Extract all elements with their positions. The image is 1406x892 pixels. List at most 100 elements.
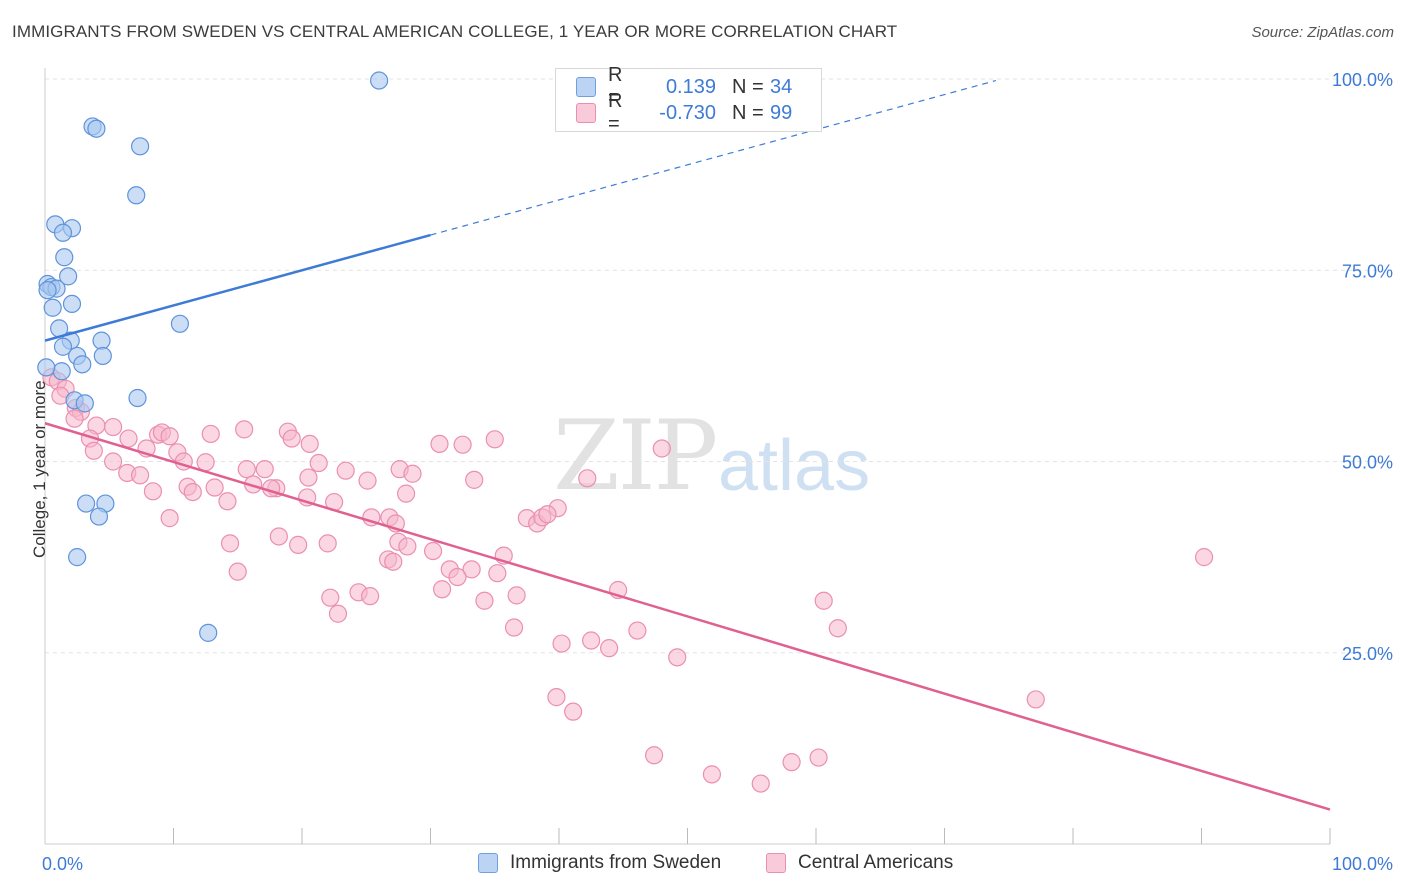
point-sweden: [77, 494, 96, 513]
bottom-legend-label: Central Americans: [798, 852, 954, 873]
point-sweden: [73, 355, 92, 374]
trend-line-sweden: [44, 233, 431, 342]
legend-n-value: 34: [770, 75, 793, 98]
point-central-americans: [751, 774, 770, 793]
legend-n-label: N =: [732, 75, 764, 98]
x-tick-label: 0.0%: [42, 854, 83, 874]
point-central-americans: [384, 552, 403, 571]
legend-r-value: 0.139: [665, 75, 716, 98]
point-central-americans: [237, 460, 256, 479]
legend-r-label: R =: [608, 64, 623, 109]
trend-line-central-americans: [44, 422, 1331, 811]
point-sweden: [170, 314, 190, 333]
point-central-americans: [668, 648, 687, 667]
point-central-americans: [328, 604, 348, 623]
point-central-americans: [465, 470, 484, 489]
point-central-americans: [309, 453, 328, 473]
point-central-americans: [1026, 690, 1045, 709]
point-central-americans: [628, 621, 647, 640]
point-central-americans: [84, 441, 103, 460]
point-central-americans: [504, 618, 524, 637]
point-central-americans: [104, 417, 123, 437]
bottom-legend-sweden: Immigrants from Sweden: [478, 852, 721, 874]
point-sweden: [130, 137, 150, 156]
point-central-americans: [361, 587, 380, 606]
point-sweden: [92, 331, 111, 350]
point-central-americans: [600, 639, 619, 658]
legend-n-value: 99: [770, 101, 793, 124]
point-central-americans: [809, 748, 828, 767]
point-central-americans: [652, 439, 671, 458]
legend-swatch-blue: [576, 77, 596, 97]
point-central-americans: [488, 564, 507, 583]
point-central-americans: [130, 466, 150, 485]
legend-row-central: R = -0.730 N = 99: [576, 90, 793, 135]
legend-row-sweden: R = 0.139 N = 34: [576, 64, 793, 109]
y-tick-label: 25.0%: [1342, 644, 1393, 664]
bottom-legend-label: Immigrants from Sweden: [510, 852, 722, 873]
legend-r-value: -0.730: [659, 101, 716, 124]
point-central-americans: [475, 591, 494, 610]
trend-line-sweden-extension: [430, 79, 997, 236]
point-sweden: [55, 248, 74, 267]
point-central-americans: [299, 468, 318, 487]
point-central-americans: [403, 464, 422, 483]
point-central-americans: [430, 434, 449, 454]
point-central-americans: [282, 429, 301, 448]
correlation-legend: R = 0.139 N = 34 R = -0.730 N = 99: [555, 64, 822, 135]
y-tick-label: 50.0%: [1342, 453, 1393, 473]
point-central-americans: [104, 452, 123, 471]
point-central-americans: [235, 420, 254, 439]
point-central-americans: [582, 631, 601, 650]
point-central-americans: [119, 429, 138, 448]
point-central-americans: [547, 688, 566, 707]
point-central-americans: [183, 483, 202, 502]
point-central-americans: [564, 702, 583, 721]
point-central-americans: [485, 430, 504, 449]
point-central-americans: [828, 619, 847, 638]
point-central-americans: [255, 460, 274, 479]
point-central-americans: [782, 753, 801, 772]
point-sweden: [68, 548, 87, 567]
point-central-americans: [552, 634, 571, 653]
bottom-swatch-pink: [766, 853, 786, 873]
point-sweden: [87, 119, 106, 138]
point-central-americans: [336, 461, 355, 480]
point-central-americans: [318, 534, 337, 553]
bottom-swatch-blue: [478, 853, 498, 873]
point-central-americans: [196, 453, 215, 472]
y-axis-label: College, 1 year or more: [30, 380, 49, 558]
point-sweden: [199, 623, 218, 642]
point-central-americans: [218, 492, 237, 511]
point-sweden: [52, 362, 71, 381]
watermark-zip: ZIP: [553, 400, 718, 512]
source-label: Source: ZipAtlas.com: [1251, 24, 1394, 41]
point-sweden: [370, 71, 389, 90]
point-central-americans: [462, 560, 481, 579]
point-central-americans: [321, 588, 340, 607]
legend-r-label: R =: [608, 90, 623, 135]
point-central-americans: [358, 471, 377, 490]
point-central-americans: [432, 580, 452, 599]
point-central-americans: [300, 434, 319, 454]
point-sweden: [62, 294, 82, 314]
point-central-americans: [507, 586, 526, 605]
point-central-americans: [814, 591, 833, 610]
y-tick-label: 100.0%: [1332, 70, 1393, 90]
point-central-americans: [65, 409, 84, 428]
point-central-americans: [398, 537, 417, 556]
bottom-legend-central: Central Americans: [766, 852, 953, 874]
point-central-americans: [205, 478, 224, 497]
point-sweden: [43, 298, 62, 317]
legend-n-label: N =: [732, 101, 764, 124]
legend-swatch-pink: [576, 103, 596, 123]
point-sweden: [38, 281, 57, 300]
point-sweden: [93, 346, 112, 366]
point-central-americans: [453, 435, 472, 454]
chart-title: IMMIGRANTS FROM SWEDEN VS CENTRAL AMERIC…: [12, 22, 898, 41]
point-central-americans: [143, 482, 163, 501]
point-central-americans: [538, 505, 557, 524]
point-sweden: [53, 223, 73, 242]
point-sweden: [53, 337, 73, 356]
